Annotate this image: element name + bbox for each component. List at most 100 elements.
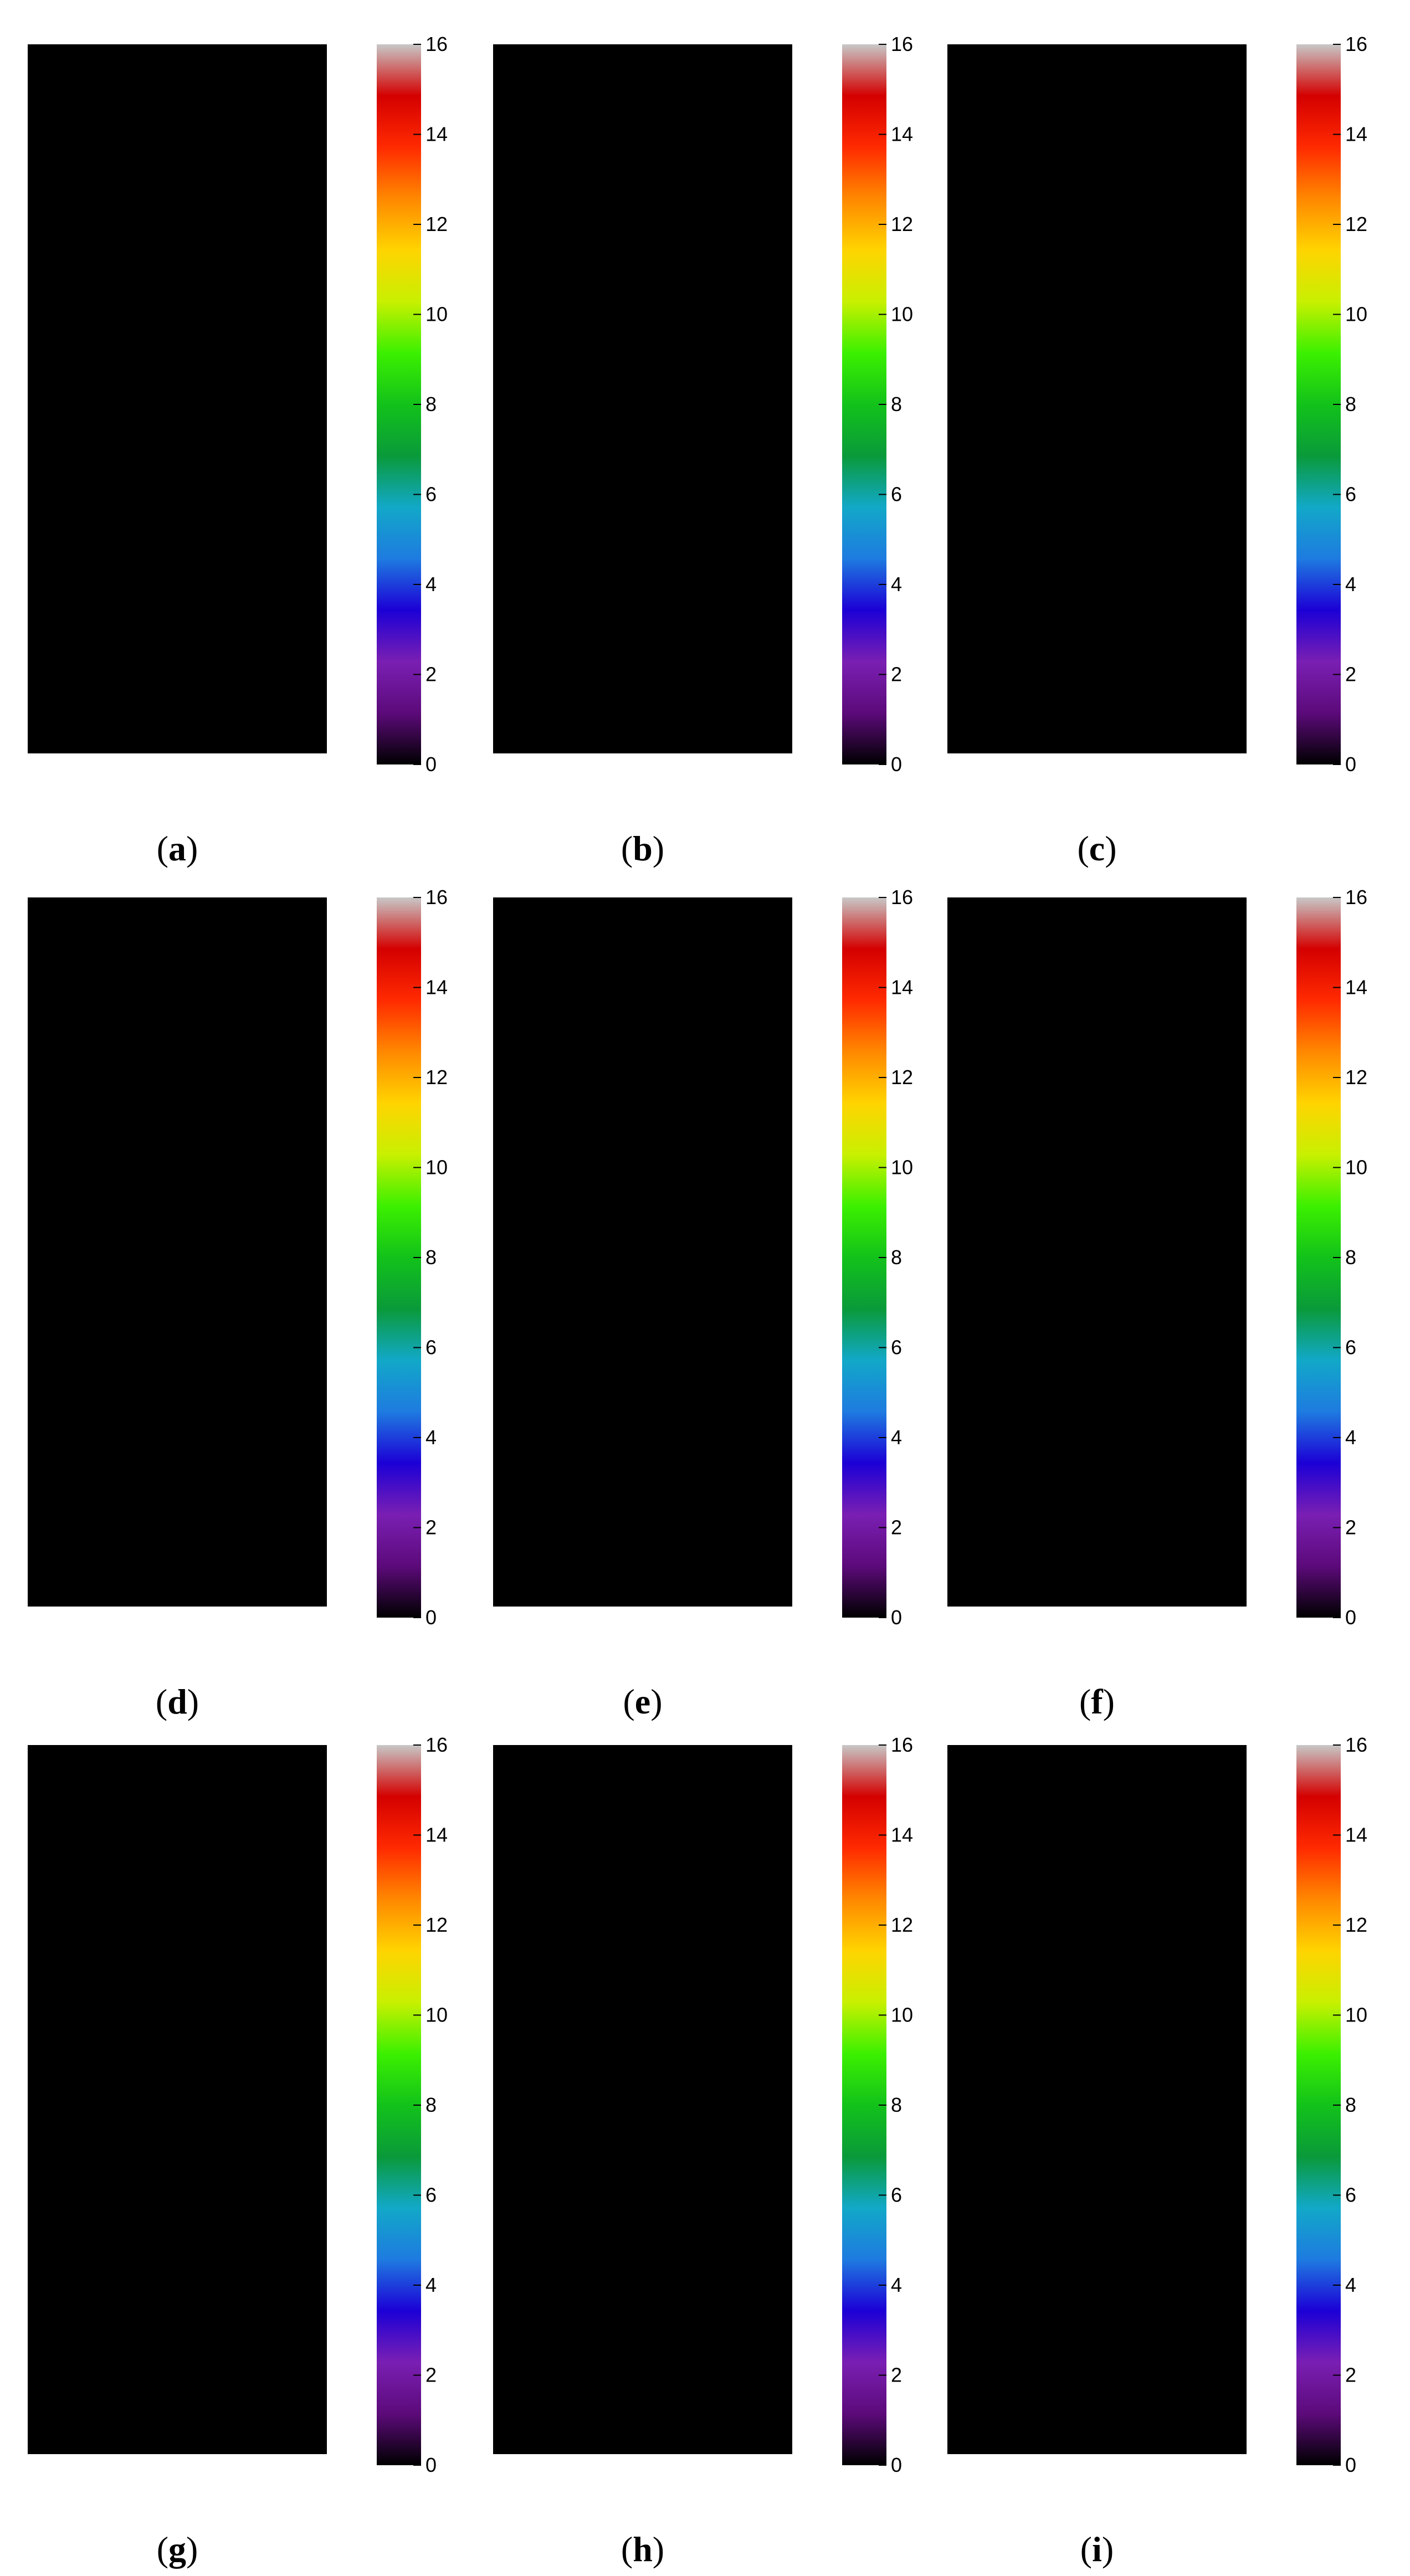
colorbar-tick-label: 4 [1345, 1426, 1356, 1449]
colorbar-tick-label: 16 [891, 33, 913, 55]
colorbar-tick-label: 8 [1345, 393, 1356, 415]
colorbar: 0 2 4 6 8 10 12 14 16 [377, 1733, 448, 2476]
panel-d: 0 2 4 6 8 10 12 14 16 (d) [28, 886, 482, 1728]
panel-a: 0 2 4 6 8 10 12 14 16 (a) [28, 33, 482, 875]
classification-map [493, 44, 792, 753]
colorbar-tick-label: 12 [1345, 213, 1367, 235]
colorbar: 0 2 4 6 8 10 12 14 16 [1296, 33, 1367, 776]
classification-map [493, 1745, 792, 2454]
colorbar-tick-label: 14 [1345, 976, 1367, 999]
colorbar-tick-label: 0 [891, 753, 902, 776]
panel-caption: (d) [155, 1682, 199, 1721]
colorbar-tick-label: 6 [425, 1336, 437, 1359]
classification-map [28, 1745, 327, 2454]
colorbar: 0 2 4 6 8 10 12 14 16 [842, 33, 913, 776]
classification-map [947, 44, 1247, 753]
colorbar-tick-label: 8 [1345, 2093, 1356, 2116]
panel-label: c [1089, 829, 1105, 868]
colorbar-tick-label: 6 [891, 2184, 902, 2206]
classification-map-content [493, 44, 792, 753]
panel-b: 0 2 4 6 8 10 12 14 16 (b) [493, 33, 947, 875]
colorbar-tick-label: 12 [425, 213, 448, 235]
panel-i: 0 2 4 6 8 10 12 14 16 (i) [947, 1733, 1402, 2576]
colorbar-tick-label: 16 [891, 886, 913, 909]
colorbar-tick-label: 10 [891, 1156, 913, 1179]
panel-label: g [168, 2529, 186, 2569]
colorbar-tick-label: 8 [891, 1246, 902, 1269]
colorbar-tick-label: 2 [1345, 663, 1356, 686]
colorbar: 0 2 4 6 8 10 12 14 16 [377, 886, 448, 1629]
colorbar-tick-label: 4 [425, 573, 437, 596]
panel-label: b [633, 829, 653, 868]
colorbar-tick-label: 4 [891, 2274, 902, 2296]
colorbar-tick-label: 8 [1345, 1246, 1356, 1269]
colorbar-tick-label: 2 [891, 2364, 902, 2387]
colorbar-tick-label: 10 [425, 2004, 448, 2026]
colorbar-tick-label: 10 [1345, 2004, 1367, 2026]
colorbar-tick-label: 10 [891, 2004, 913, 2026]
classification-map [28, 897, 327, 1607]
colorbar-tick-label: 2 [891, 663, 902, 686]
colorbar-tick-label: 14 [891, 976, 913, 999]
colorbar-tick-label: 16 [1345, 886, 1367, 909]
colorbar-tick-label: 8 [891, 393, 902, 415]
panel-label: d [167, 1682, 187, 1721]
colorbar-tick-label: 14 [1345, 1824, 1367, 1846]
colorbar-tick-label: 16 [891, 1733, 913, 1756]
colorbar-tick-label: 0 [1345, 753, 1356, 776]
colorbar-tick-label: 2 [425, 2364, 437, 2387]
colorbar: 0 2 4 6 8 10 12 14 16 [1296, 886, 1367, 1629]
colorbar-tick-label: 16 [425, 33, 448, 55]
colorbar-tick-label: 16 [425, 1733, 448, 1756]
colorbar-tick-label: 8 [425, 1246, 437, 1269]
colorbar-tick-label: 8 [425, 393, 437, 415]
colorbar-tick-label: 8 [425, 2093, 437, 2116]
colorbar-tick-label: 4 [425, 1426, 437, 1449]
colorbar-tick-label: 14 [425, 976, 448, 999]
panel-label: f [1091, 1682, 1103, 1721]
colorbar-tick-label: 2 [891, 1516, 902, 1539]
classification-map [947, 897, 1247, 1607]
colorbar-tick-label: 0 [425, 753, 437, 776]
colorbar-tick-label: 10 [1345, 303, 1367, 326]
panel-label: h [633, 2529, 653, 2569]
colorbar-tick-label: 6 [891, 483, 902, 506]
panel-label: e [634, 1682, 651, 1721]
panel-caption: (b) [621, 829, 665, 868]
classification-map-content [493, 897, 792, 1607]
classification-map-content [947, 1745, 1247, 2454]
panel-label: a [168, 829, 186, 868]
classification-map-content [28, 897, 327, 1607]
colorbar-tick-label: 16 [1345, 1733, 1367, 1756]
colorbar-tick-label: 4 [891, 573, 902, 596]
panel-caption: (a) [156, 829, 198, 868]
colorbar-tick-label: 8 [891, 2093, 902, 2116]
colorbar-tick-label: 4 [1345, 573, 1356, 596]
colorbar-tick-label: 12 [425, 1066, 448, 1089]
classification-map-content [493, 1745, 792, 2454]
colorbar-tick-label: 6 [425, 2184, 437, 2206]
classification-map [28, 44, 327, 753]
classification-map-content [28, 1745, 327, 2454]
panel-e: 0 2 4 6 8 10 12 14 16 (e) [493, 886, 947, 1728]
colorbar-tick-label: 0 [1345, 1606, 1356, 1629]
colorbar-tick-label: 0 [425, 1606, 437, 1629]
colorbar-tick-label: 12 [1345, 1913, 1367, 1936]
classification-map-content [28, 44, 327, 753]
colorbar-tick-label: 6 [1345, 483, 1356, 506]
colorbar-tick-label: 6 [891, 1336, 902, 1359]
colorbar-tick-label: 4 [891, 1426, 902, 1449]
classification-map [493, 897, 792, 1607]
colorbar-tick-label: 0 [1345, 2454, 1356, 2476]
colorbar-tick-label: 14 [425, 123, 448, 146]
classification-map-content [947, 44, 1247, 753]
colorbar: 0 2 4 6 8 10 12 14 16 [1296, 1733, 1367, 2476]
colorbar-tick-label: 10 [1345, 1156, 1367, 1179]
colorbar-tick-label: 14 [425, 1824, 448, 1846]
panel-caption: (i) [1080, 2529, 1114, 2569]
colorbar-tick-label: 12 [425, 1913, 448, 1936]
colorbar-tick-label: 0 [425, 2454, 437, 2476]
colorbar-tick-label: 0 [891, 2454, 902, 2476]
colorbar-tick-label: 14 [1345, 123, 1367, 146]
colorbar-tick-label: 14 [891, 123, 913, 146]
